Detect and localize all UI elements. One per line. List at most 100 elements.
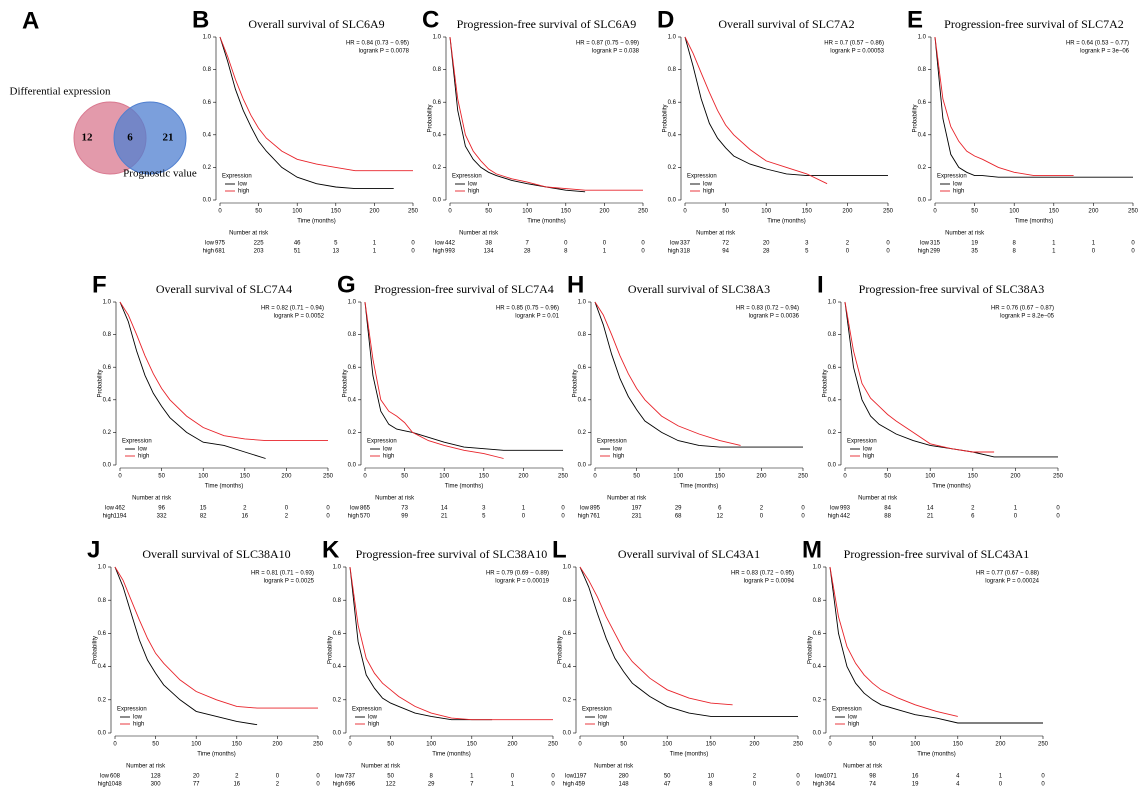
risk-count: 15: [200, 506, 207, 512]
risk-count: 1071: [823, 774, 837, 780]
risk-count: 3: [482, 506, 486, 512]
risk-count: 231: [632, 514, 643, 520]
venn-set: [113, 101, 187, 175]
chart-title: Progression-free survival of SLC7A2: [944, 17, 1124, 31]
panel-letter: I: [817, 271, 824, 298]
x-tick-label: 200: [369, 209, 380, 215]
y-tick-label: 0.0: [203, 198, 212, 204]
risk-count: 19: [971, 241, 978, 247]
risk-row-name: high: [98, 782, 109, 788]
y-tick-label: 0.6: [98, 631, 107, 637]
y-tick-label: 0.8: [433, 67, 442, 73]
risk-count: 6: [718, 506, 722, 512]
risk-count: 3: [805, 241, 809, 247]
x-tick-label: 200: [518, 474, 529, 480]
risk-count: 2: [276, 782, 280, 788]
risk-count: 2: [285, 514, 289, 520]
legend-label: low: [863, 447, 873, 453]
risk-count: 737: [345, 774, 356, 780]
x-tick-label: 200: [272, 742, 283, 748]
x-tick-label: 0: [348, 742, 352, 748]
x-tick-label: 0: [828, 742, 832, 748]
y-tick-label: 0.0: [668, 198, 677, 204]
panel-letter: C: [422, 6, 439, 33]
risk-count: 0: [1056, 514, 1060, 520]
risk-count: 94: [722, 249, 729, 255]
annotation: logrank P = 0.00019: [495, 579, 549, 585]
risk-count: 28: [524, 249, 531, 255]
x-tick-label: 100: [925, 474, 936, 480]
risk-row-name: low: [350, 506, 360, 512]
annotation: HR = 0.82 (0.71 − 0.94): [261, 306, 324, 312]
annotation: logrank P = 0.0036: [749, 314, 800, 320]
y-tick-label: 1.0: [433, 35, 442, 41]
risk-table-title: Number at risk: [375, 496, 415, 502]
legend-label: low: [848, 715, 858, 721]
x-tick-label: 250: [1038, 742, 1049, 748]
risk-row-name: high: [828, 514, 839, 520]
legend-title: Expression: [352, 707, 382, 713]
x-tick-label: 50: [255, 209, 262, 215]
risk-count: 1: [1014, 506, 1018, 512]
risk-count: 993: [840, 506, 851, 512]
y-tick-label: 0.8: [98, 598, 107, 604]
survival-curve: [829, 566, 958, 717]
risk-count: 68: [675, 514, 682, 520]
annotation: logrank P = 0.0025: [264, 579, 315, 585]
panel-letter: D: [657, 6, 674, 33]
risk-table-title: Number at risk: [858, 496, 898, 502]
risk-count: 19: [912, 782, 919, 788]
x-axis-label: Time (months): [205, 484, 243, 490]
risk-count: 0: [511, 774, 515, 780]
y-tick-label: 0.6: [918, 100, 927, 106]
legend-label: low: [598, 715, 608, 721]
risk-count: 0: [1092, 249, 1096, 255]
survival-curve: [449, 36, 643, 191]
x-tick-label: 0: [578, 742, 582, 748]
risk-count: 0: [561, 506, 565, 512]
legend-title: Expression: [847, 439, 877, 445]
x-tick-label: 100: [292, 209, 303, 215]
risk-count: 7: [470, 782, 474, 788]
annotation: HR = 0.85 (0.75 − 0.96): [496, 306, 559, 312]
panel-letter: J: [87, 536, 100, 563]
y-tick-label: 0.2: [433, 165, 442, 171]
x-tick-label: 250: [638, 209, 649, 215]
survival-curve: [579, 566, 733, 706]
risk-count: 0: [846, 249, 850, 255]
legend-title: Expression: [687, 174, 717, 180]
survival-curve: [364, 301, 563, 451]
x-tick-label: 0: [448, 209, 452, 215]
x-tick-label: 150: [953, 742, 964, 748]
risk-count: 1: [1052, 241, 1056, 247]
risk-count: 0: [886, 249, 890, 255]
y-tick-label: 0.0: [103, 463, 112, 469]
risk-row-name: high: [333, 782, 344, 788]
x-axis-label: Time (months): [297, 219, 335, 225]
y-tick-label: 0.0: [433, 198, 442, 204]
x-tick-label: 0: [593, 474, 597, 480]
risk-count: 0: [999, 782, 1003, 788]
y-tick-label: 1.0: [563, 565, 572, 571]
risk-row-name: high: [813, 782, 824, 788]
risk-count: 0: [276, 774, 280, 780]
annotation: logrank P = 0.00053: [830, 49, 884, 55]
risk-row-name: low: [335, 774, 345, 780]
survival-curve: [684, 36, 828, 185]
legend-title: Expression: [452, 174, 482, 180]
y-tick-label: 0.8: [348, 332, 357, 338]
risk-count: 21: [441, 514, 448, 520]
y-tick-label: 0.0: [348, 463, 357, 469]
y-tick-label: 1.0: [103, 300, 112, 306]
x-tick-label: 50: [722, 209, 729, 215]
survival-curve: [119, 301, 266, 459]
risk-row-name: low: [205, 241, 215, 247]
annotation: logrank P = 0.0094: [744, 579, 795, 585]
x-tick-label: 150: [232, 742, 243, 748]
y-tick-label: 0.4: [348, 397, 357, 403]
venn-set-label: Prognostic value: [123, 168, 197, 180]
risk-count: 1: [522, 506, 526, 512]
risk-count: 0: [285, 506, 289, 512]
venn-count: 21: [163, 132, 174, 144]
risk-count: 865: [360, 506, 371, 512]
